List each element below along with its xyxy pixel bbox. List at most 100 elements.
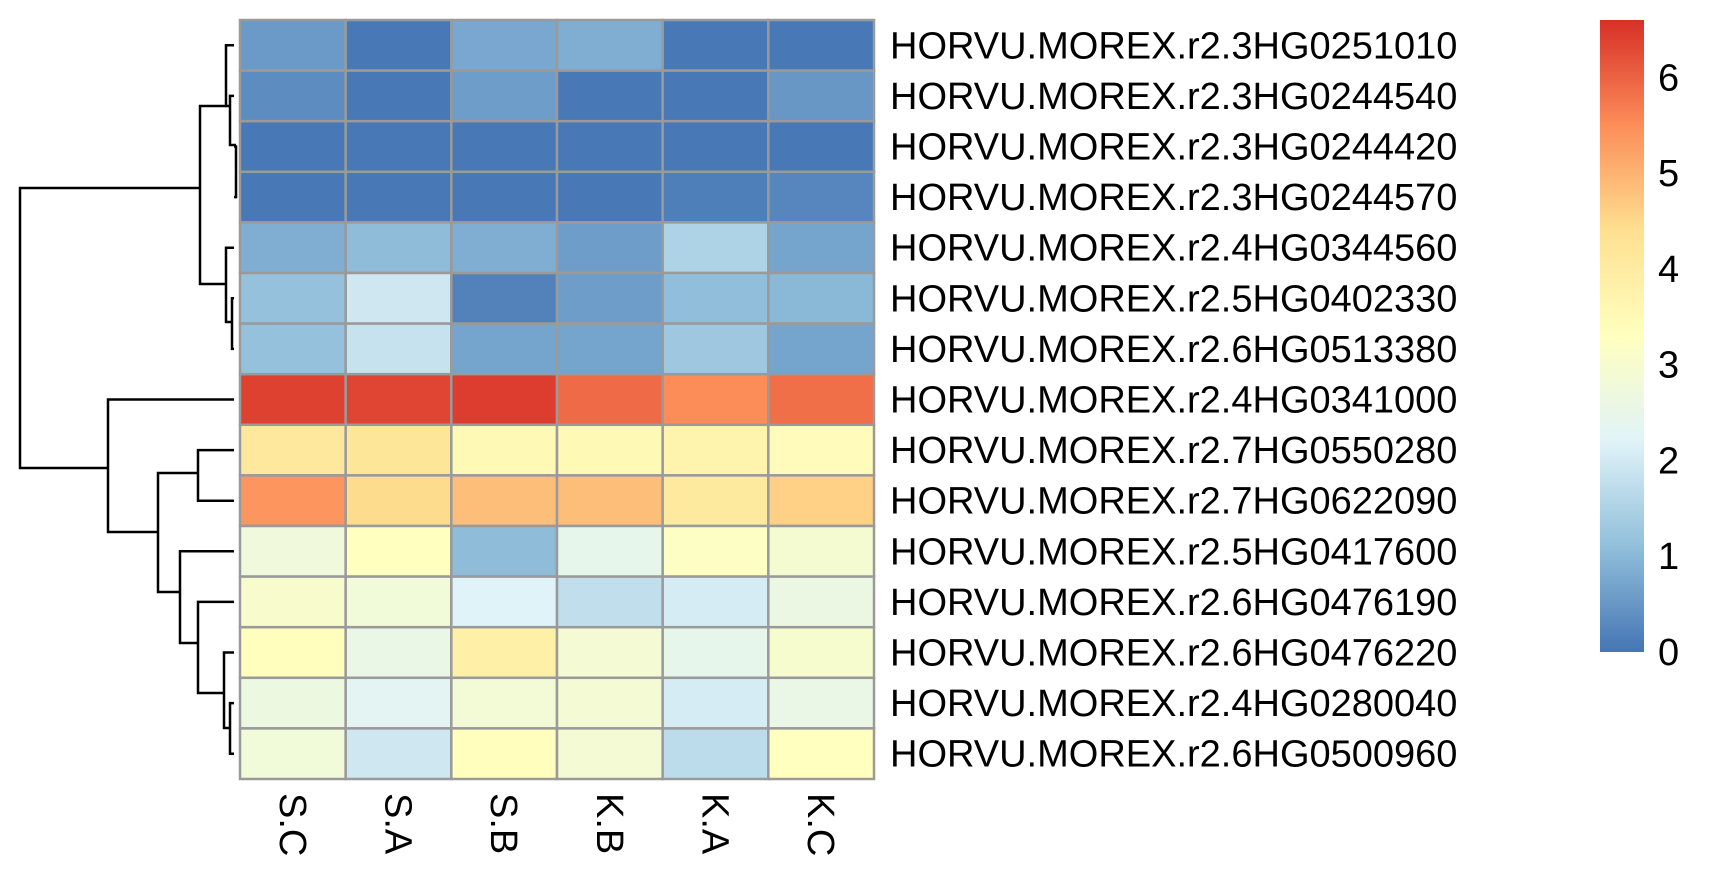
heatmap-cell xyxy=(450,474,559,528)
heatmap-cell xyxy=(238,727,347,781)
column-labels: S.C S.A S.B K.B K.A K.C xyxy=(271,793,841,856)
heatmap-cell xyxy=(450,524,559,578)
column-label: S.C xyxy=(271,793,313,856)
heatmap-cell xyxy=(344,69,453,123)
heatmap-cell xyxy=(344,372,453,427)
heatmap-cell xyxy=(450,423,559,477)
heatmap-cell xyxy=(450,119,559,174)
heatmap-cell xyxy=(344,676,453,730)
heatmap-cell xyxy=(767,575,876,629)
row-label: HORVU.MOREX.r2.4HG0280040 xyxy=(890,683,1457,725)
color-scale-tick-label: 3 xyxy=(1658,345,1679,387)
heatmap-cell xyxy=(661,676,770,730)
heatmap-cell xyxy=(661,271,770,325)
heatmap-cell xyxy=(238,322,347,376)
heatmap-cell xyxy=(661,170,770,224)
dendrogram-branch xyxy=(156,471,198,594)
heatmap-cell xyxy=(555,69,664,123)
heatmap-cell xyxy=(555,423,664,477)
row-label: HORVU.MOREX.r2.6HG0476190 xyxy=(890,582,1457,624)
heatmap-cell xyxy=(450,575,559,629)
heatmap-cell xyxy=(555,474,664,528)
dendrogram-branch xyxy=(18,186,200,470)
heatmap-cell xyxy=(767,423,876,477)
heatmap-cell xyxy=(344,119,453,174)
heatmap-cell xyxy=(344,625,453,680)
heatmap-cell xyxy=(661,119,770,174)
row-label: HORVU.MOREX.r2.6HG0500960 xyxy=(890,734,1457,776)
heatmap-cells xyxy=(238,18,876,781)
dendrogram-branch xyxy=(198,104,226,286)
row-label: HORVU.MOREX.r2.6HG0513380 xyxy=(890,329,1457,371)
dendrogram-branch xyxy=(222,651,234,730)
row-label: HORVU.MOREX.r2.3HG0244540 xyxy=(890,76,1457,118)
heatmap-cell xyxy=(450,625,559,680)
heatmap-cell xyxy=(344,474,453,528)
heatmap-cell xyxy=(555,372,664,427)
heatmap-cell xyxy=(238,625,347,680)
color-scale-tick-label: 6 xyxy=(1658,57,1679,99)
heatmap-cell xyxy=(555,625,664,680)
column-label: K.B xyxy=(588,793,630,854)
color-scale-tick-label: 5 xyxy=(1658,153,1679,195)
heatmap-cell xyxy=(344,575,453,629)
heatmap-cell xyxy=(555,221,664,275)
heatmap-cell xyxy=(238,372,347,427)
column-label: K.A xyxy=(694,793,736,855)
heatmap-cell xyxy=(661,423,770,477)
heatmap-cell xyxy=(238,575,347,629)
row-label: HORVU.MOREX.r2.3HG0251010 xyxy=(890,25,1457,67)
dendrogram-branch xyxy=(196,448,234,502)
heatmap-cell xyxy=(767,119,876,174)
heatmap-cell xyxy=(450,372,559,427)
heatmap-cell xyxy=(555,271,664,325)
heatmap-cell xyxy=(344,423,453,477)
heatmap-cell xyxy=(450,271,559,325)
row-label: HORVU.MOREX.r2.5HG0402330 xyxy=(890,278,1457,320)
heatmap-cell xyxy=(555,322,664,376)
column-label: K.C xyxy=(799,793,841,856)
heatmap-cell xyxy=(555,170,664,224)
heatmap-cell xyxy=(767,322,876,376)
heatmap-cell xyxy=(238,18,347,72)
heatmap-cell xyxy=(767,727,876,781)
heatmap-cell xyxy=(767,271,876,325)
dendrogram-branch xyxy=(234,145,238,199)
heatmap-cell xyxy=(661,69,770,123)
heatmap-cell xyxy=(344,271,453,325)
row-label: HORVU.MOREX.r2.4HG0341000 xyxy=(890,380,1457,422)
heatmap-cell xyxy=(344,322,453,376)
dendrogram-branch xyxy=(230,297,234,351)
row-label: HORVU.MOREX.r2.6HG0476220 xyxy=(890,633,1457,675)
color-scale-tick-label: 4 xyxy=(1658,249,1679,291)
heatmap-cell xyxy=(767,221,876,275)
heatmap-cell xyxy=(450,18,559,72)
row-label: HORVU.MOREX.r2.3HG0244420 xyxy=(890,127,1457,169)
heatmap-cell xyxy=(238,676,347,730)
heatmap-cell xyxy=(767,676,876,730)
heatmap-cell xyxy=(344,727,453,781)
color-scale-tick-label: 1 xyxy=(1658,536,1679,578)
heatmap-cell xyxy=(661,727,770,781)
heatmap-cell xyxy=(767,69,876,123)
row-label: HORVU.MOREX.r2.3HG0244570 xyxy=(890,177,1457,219)
heatmap-cell xyxy=(661,474,770,528)
column-label: S.B xyxy=(482,793,524,854)
heatmap-cell xyxy=(450,676,559,730)
heatmap-cell xyxy=(238,221,347,275)
color-scale-bar xyxy=(1600,20,1644,652)
dendrogram-branch xyxy=(106,398,234,534)
heatmap-cell xyxy=(238,524,347,578)
row-labels: HORVU.MOREX.r2.3HG0251010 HORVU.MOREX.r2.… xyxy=(890,25,1457,775)
heatmap-cell xyxy=(450,69,559,123)
heatmap-cell xyxy=(450,170,559,224)
heatmap-cell xyxy=(767,372,876,427)
color-scale-ticks: 0 1 2 3 4 5 6 xyxy=(1658,57,1679,674)
heatmap-cell xyxy=(450,727,559,781)
heatmap-cell xyxy=(661,221,770,275)
row-dendrogram xyxy=(18,44,238,755)
heatmap-cell xyxy=(238,170,347,224)
heatmap-cell xyxy=(238,474,347,528)
row-label: HORVU.MOREX.r2.7HG0622090 xyxy=(890,481,1457,523)
